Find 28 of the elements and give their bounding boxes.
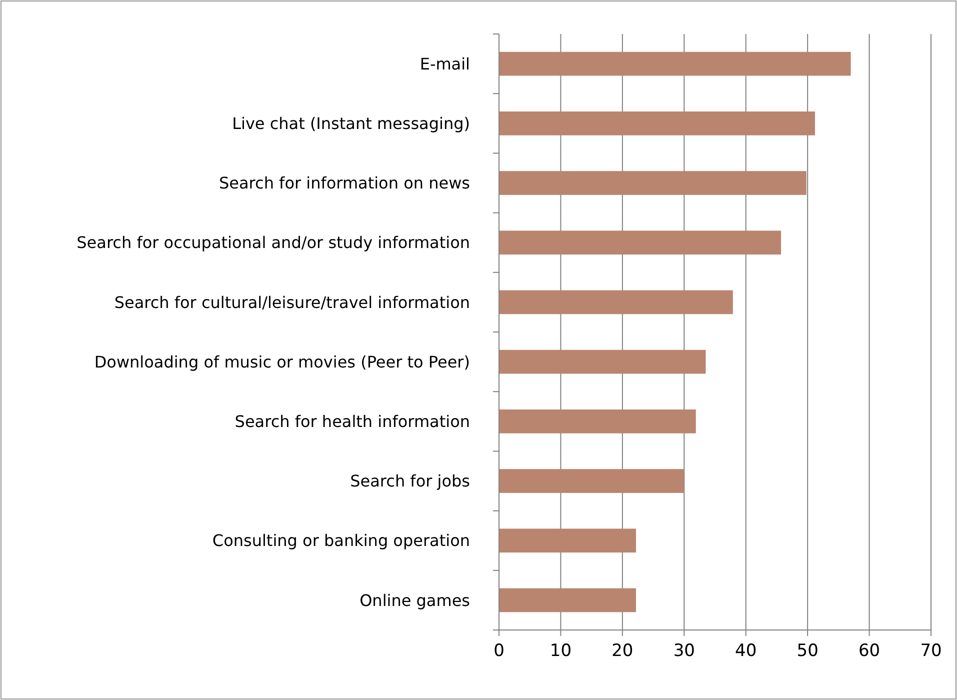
y-tick-label: Search for information on news	[219, 174, 470, 193]
bar	[499, 171, 806, 195]
bar	[499, 52, 851, 76]
x-tick-label: 70	[920, 641, 942, 662]
bar	[499, 290, 733, 314]
y-tick-label: Search for jobs	[350, 472, 470, 491]
bar	[499, 111, 815, 136]
y-tick-label: Search for cultural/leisure/travel information	[114, 292, 470, 312]
y-tick-label: Live chat (Instant messaging)	[232, 114, 470, 133]
bar	[499, 350, 706, 374]
y-tick-label: Downloading of music or movies (Peer to Peer)	[94, 352, 470, 372]
y-tick-label: Consulting or banking operation	[212, 531, 470, 550]
y-tick-label: Search for occupational and/or study information	[76, 233, 470, 252]
x-tick-label: 0	[494, 641, 504, 662]
x-tick-label: 60	[858, 641, 880, 662]
x-tick-label: 20	[612, 641, 634, 662]
bar	[499, 528, 636, 553]
y-tick-label: Search for health information	[234, 412, 470, 431]
x-tick-label: 10	[550, 641, 572, 662]
bar	[499, 588, 636, 612]
x-tick-label: 40	[735, 641, 757, 662]
bar	[499, 469, 684, 493]
bar	[499, 230, 782, 255]
y-tick-label: E-mail	[420, 54, 470, 74]
y-tick-label: Online games	[360, 590, 470, 610]
x-tick-label: 50	[796, 641, 818, 662]
x-tick-label: 30	[673, 641, 695, 662]
bar	[499, 409, 696, 434]
